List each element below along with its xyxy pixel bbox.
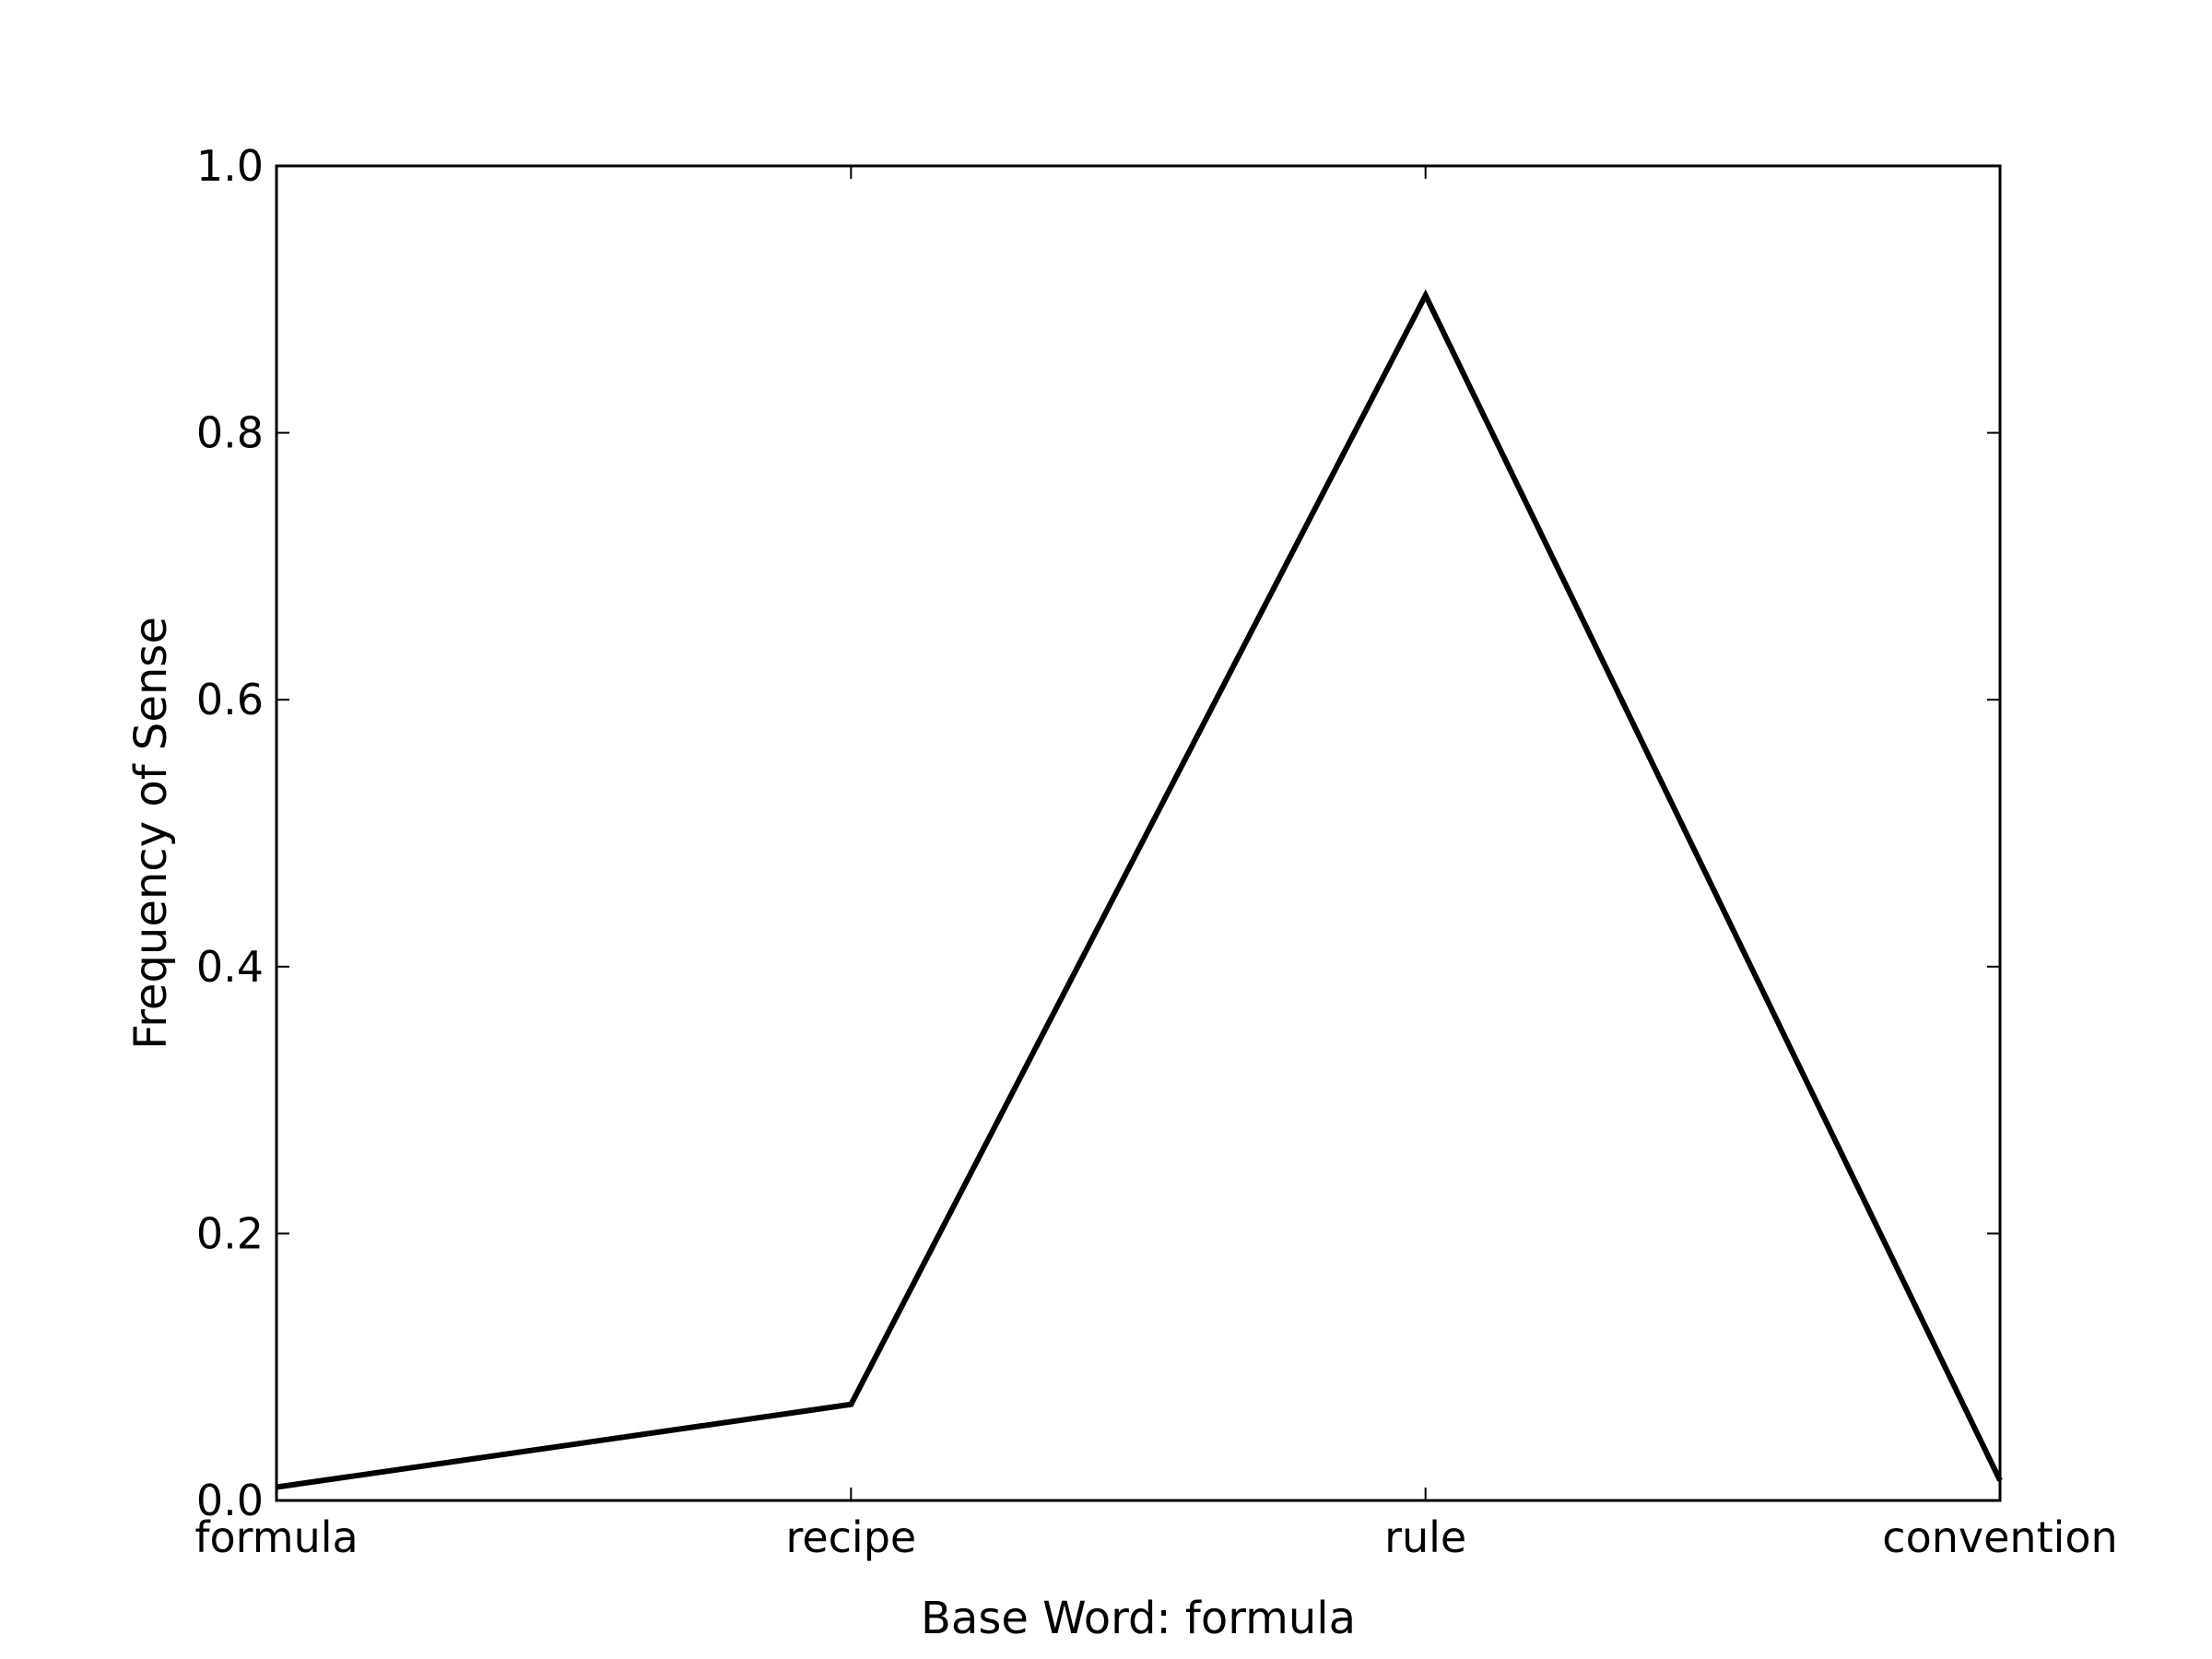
y-tick-label: 1.0 — [196, 141, 264, 191]
axes-frame — [275, 164, 2002, 1502]
axes-frame-layer — [275, 164, 2002, 1502]
y-tick-label: 0.4 — [196, 942, 264, 992]
y-tick-label: 0.8 — [196, 408, 264, 458]
series-line — [276, 288, 2003, 1490]
x-axis-ticks: formula recipe rule convention — [194, 166, 2118, 1562]
x-axis-label: Base Word: formula — [921, 1593, 1356, 1644]
y-tick-label: 0.2 — [196, 1208, 264, 1258]
y-tick-label: 0.0 — [196, 1476, 264, 1525]
x-tick-label: convention — [1882, 1512, 2117, 1562]
y-axis-label: Frequency of Sense — [125, 617, 177, 1050]
x-tick-label: rule — [1384, 1512, 1466, 1562]
y-axis-ticks: 0.0 0.2 0.4 0.6 0.8 1.0 — [196, 141, 2000, 1525]
series-layer — [276, 288, 2003, 1490]
x-tick-label: formula — [194, 1512, 358, 1562]
y-tick-label: 0.6 — [196, 675, 264, 724]
x-tick-label: recipe — [785, 1512, 916, 1562]
